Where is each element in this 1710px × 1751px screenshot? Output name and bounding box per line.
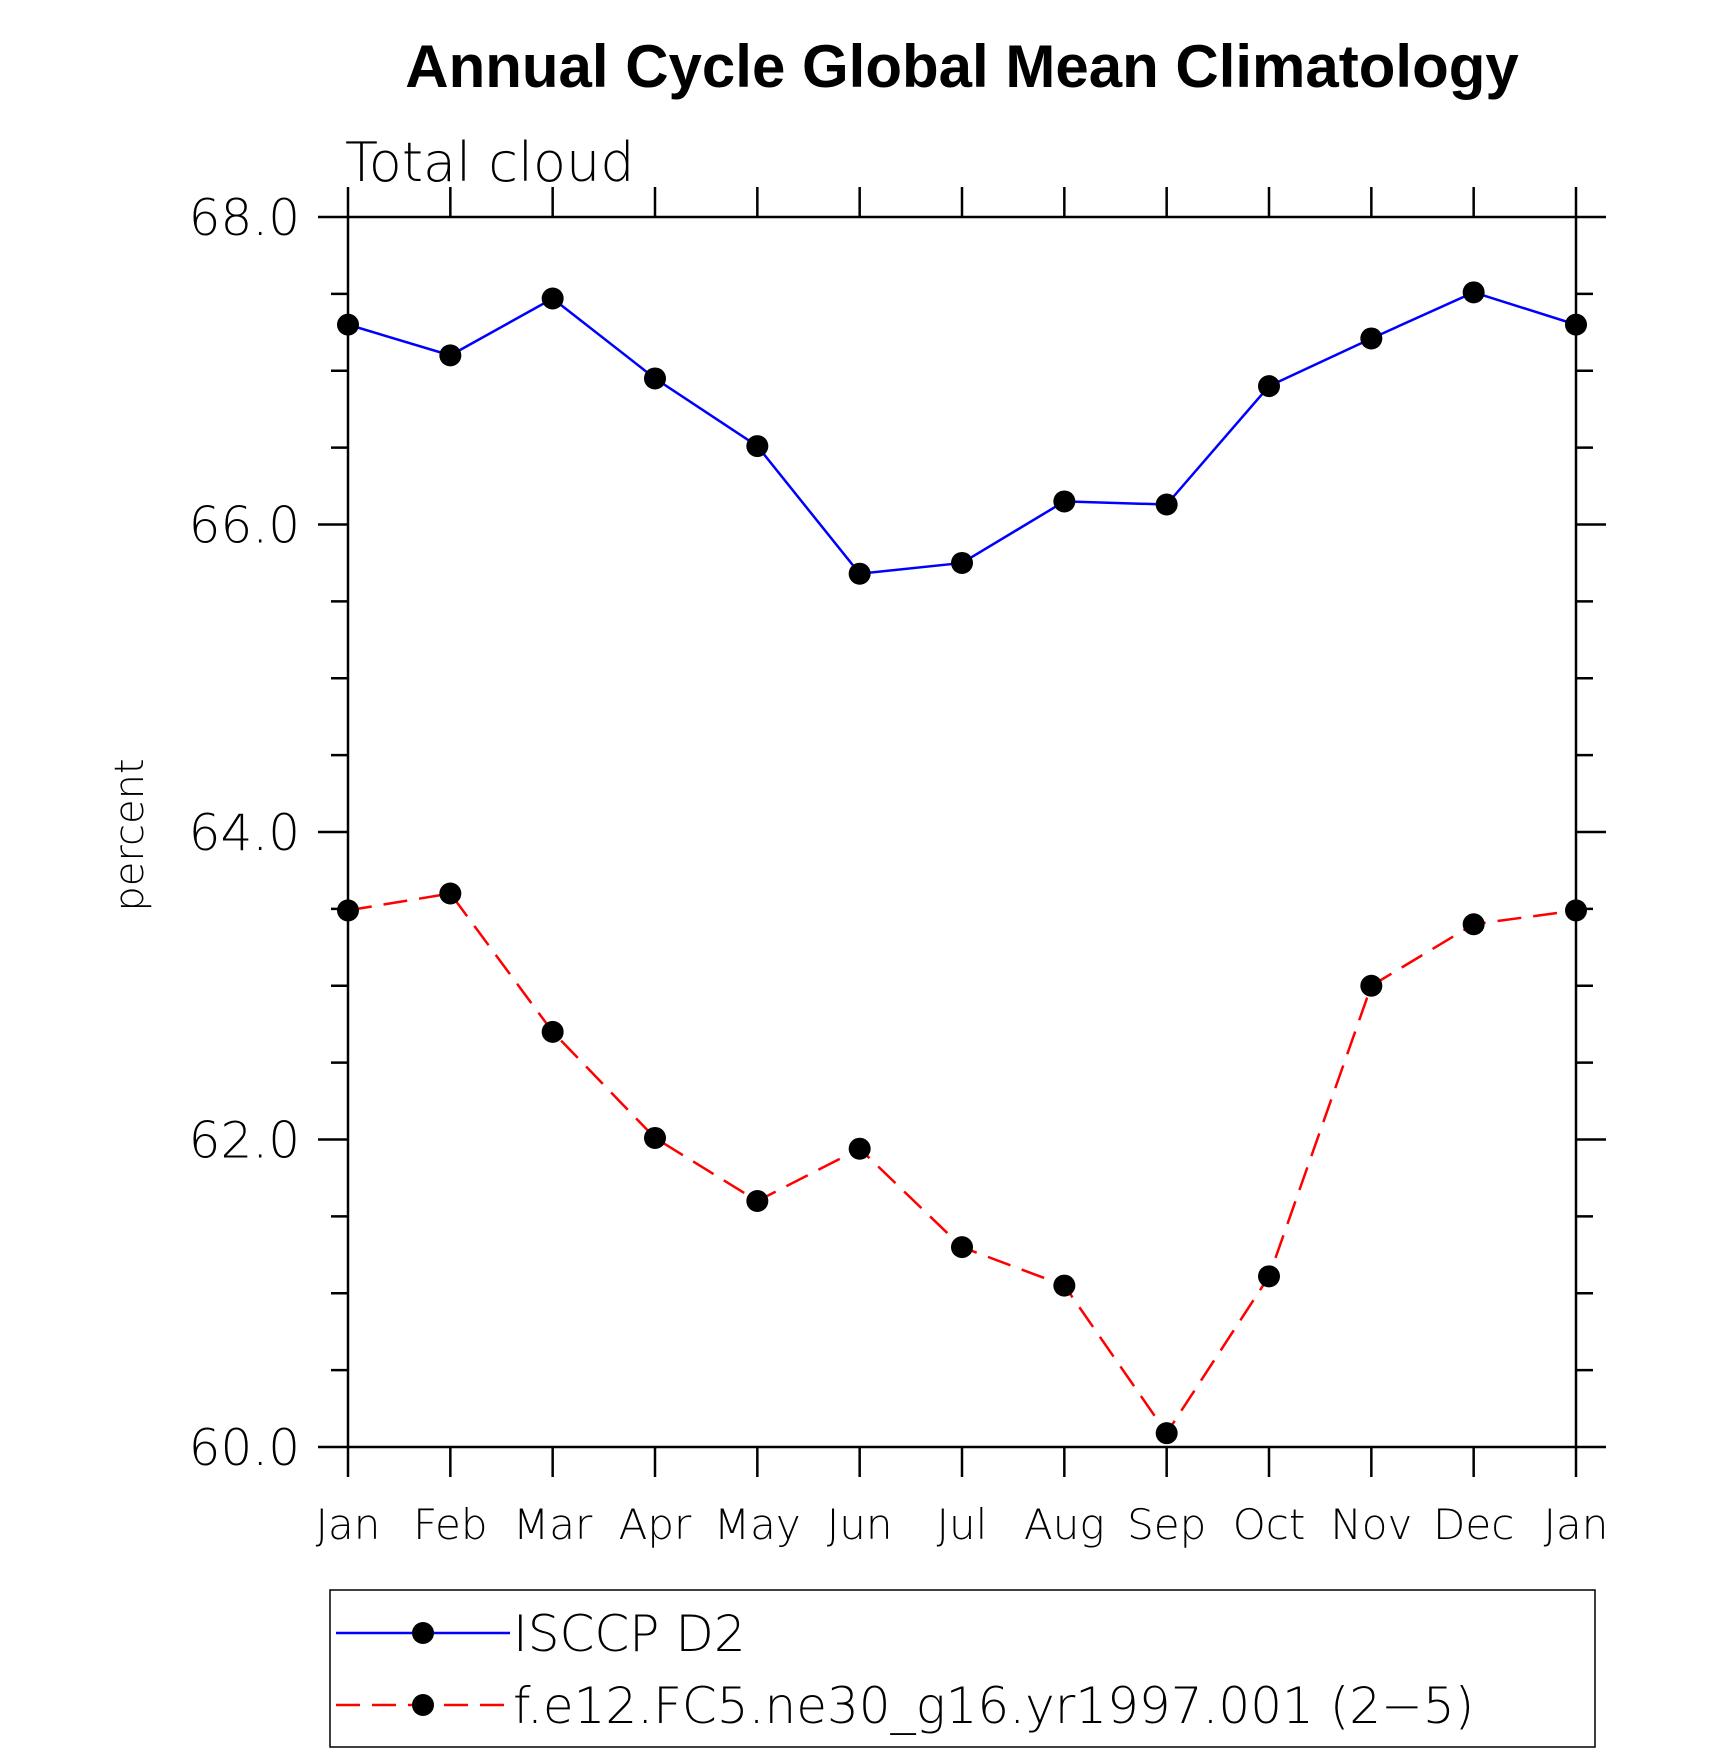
y-tick-label: 64.0 — [189, 804, 300, 862]
x-tick-label: Feb — [413, 1500, 487, 1549]
series-2-point — [337, 899, 359, 922]
series-line-2 — [347, 892, 1577, 1436]
x-tick-label: Sep — [1127, 1500, 1206, 1549]
legend-marker-2 — [412, 1694, 434, 1716]
legend: ISCCP D2 f.e12.FC5.ne30_g16.yr1997.001 (2… — [329, 1589, 1596, 1748]
series-1-point — [644, 367, 666, 390]
series-1-point — [337, 313, 359, 336]
x-tick-label: Aug — [1024, 1500, 1105, 1549]
legend-box — [329, 1589, 1596, 1748]
series-line-1 — [347, 291, 1577, 576]
x-tick-label: Mar — [513, 1500, 593, 1549]
series-2-point — [439, 882, 462, 905]
series-1-point — [439, 344, 462, 367]
series-1-point — [1462, 281, 1485, 304]
series-2-point — [951, 1236, 973, 1259]
plot-frame — [346, 215, 1578, 1449]
series-2-point — [1360, 974, 1383, 997]
series-2-point — [848, 1137, 871, 1160]
series-2-point — [541, 1020, 564, 1043]
series-2-point — [1155, 1422, 1178, 1445]
y-tick-label: 68.0 — [189, 189, 300, 247]
series-1-point — [848, 562, 871, 585]
x-axis-ticks: Jan Feb Mar Apr May Jun Jul Aug Sep Oct Nov Dec Jan — [316, 187, 1609, 1549]
series-2-point — [1565, 899, 1587, 922]
series-1-point — [1155, 493, 1178, 516]
x-tick-label: Oct — [1233, 1500, 1306, 1549]
chart-title: Annual Cycle Global Mean Climatology — [405, 33, 1519, 100]
y-axis-ticks: 60.0 62.0 64.0 66.0 68.0 — [189, 189, 1606, 1477]
x-tick-label: Dec — [1433, 1500, 1514, 1549]
series-1-point — [541, 287, 564, 310]
legend-marker-1 — [412, 1622, 434, 1644]
chart-subtitle: Total cloud — [345, 131, 635, 194]
series-1-point — [1258, 375, 1280, 398]
series-2-point — [1462, 913, 1485, 936]
series-2-point — [644, 1126, 666, 1149]
series-1-point — [1360, 327, 1383, 350]
legend-label-2: f.e12.FC5.ne30_g16.yr1997.001 (2−5) — [513, 1677, 1474, 1735]
x-tick-label: May — [714, 1500, 801, 1549]
x-tick-label: Jun — [827, 1500, 893, 1549]
x-tick-label: Jan — [316, 1500, 381, 1549]
y-tick-label: 60.0 — [189, 1419, 300, 1477]
x-tick-label: Apr — [619, 1500, 692, 1549]
x-tick-label: Jul — [937, 1500, 988, 1549]
series-layer — [337, 281, 1587, 1445]
series-2-point — [1053, 1274, 1076, 1297]
series-2-point — [1258, 1265, 1280, 1288]
series-1-point — [746, 435, 769, 458]
x-tick-label: Nov — [1330, 1500, 1412, 1549]
series-1-point — [1053, 490, 1076, 513]
y-tick-label: 66.0 — [189, 497, 300, 555]
series-1-point — [1565, 313, 1587, 336]
series-2-point — [746, 1190, 769, 1212]
legend-label-1: ISCCP D2 — [513, 1605, 746, 1663]
y-axis-label: percent — [107, 758, 153, 911]
series-1-point — [951, 551, 973, 574]
y-tick-label: 62.0 — [189, 1112, 300, 1170]
x-tick-label: Jan — [1544, 1500, 1609, 1549]
